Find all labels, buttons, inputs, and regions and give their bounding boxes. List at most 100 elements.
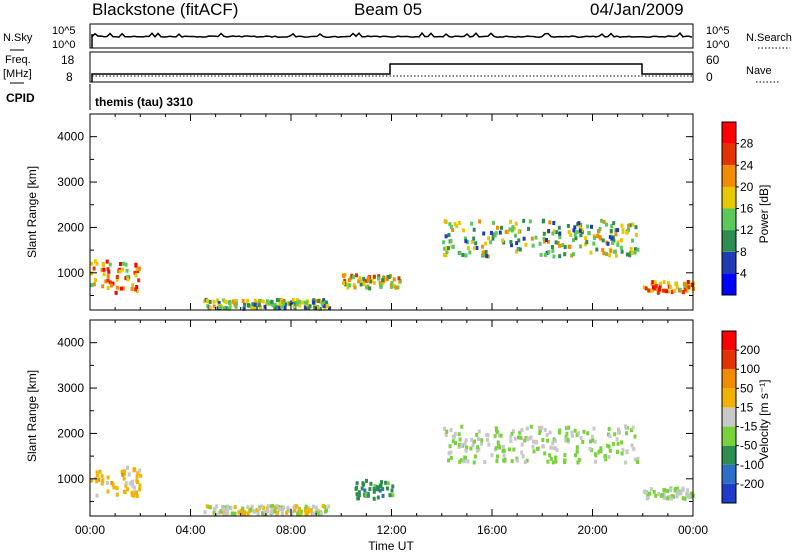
heatmap-cell [605,252,609,257]
heatmap-cell [251,302,255,307]
heatmap-cell [203,510,207,515]
heatmap-cell [654,493,658,498]
heatmap-cell [253,298,257,303]
nsky-panel-frame [89,23,694,49]
heatmap-cell [442,240,446,245]
heatmap-cell [545,251,549,255]
heatmap-cell [138,483,142,488]
heatmap-cell [569,233,573,238]
heatmap-cell [135,474,139,479]
heatmap-cell [515,458,519,463]
heatmap-cell [610,236,614,241]
heatmap-cell [688,282,692,287]
colorbar-swatch [722,273,736,295]
heatmap-cell [470,239,474,244]
heatmap-cell [122,261,125,266]
heatmap-cell [138,266,141,271]
heatmap-cell [631,238,634,243]
heatmap-cell [205,299,209,303]
heatmap-cell [542,231,546,236]
heatmap-cell [368,487,372,492]
heatmap-cell [554,438,557,443]
heatmap-cell [685,289,689,294]
heatmap-cell [97,477,101,482]
heatmap-cell [366,278,370,283]
heatmap-cell [234,304,238,309]
heatmap-cell [98,469,102,474]
heatmap-cell [394,285,398,290]
heatmap-cell [346,282,350,287]
heatmap-cell [230,511,234,516]
colorbar-swatch [722,208,736,231]
heatmap-cell [449,239,453,243]
heatmap-cell [106,475,110,480]
heatmap-cell [379,283,383,288]
heatmap-cell [576,460,580,465]
heatmap-cell [464,239,468,244]
heatmap-cell [451,228,455,232]
nave-label: Nave [746,65,772,77]
heatmap-cell [100,474,104,479]
heatmap-cell [512,429,515,434]
heatmap-cell [317,299,321,303]
heatmap-cell [457,432,461,437]
colorbar-tick-label: 28 [740,137,754,151]
heatmap-cell [496,225,499,230]
heatmap-cell [509,240,513,244]
heatmap-cell [259,305,263,310]
heatmap-cell [563,458,567,463]
heatmap-cell [250,504,254,509]
heatmap-cell [447,246,450,251]
heatmap-cell [616,228,620,233]
colorbar-tick-label: 8 [740,245,747,259]
heatmap-cell [208,299,212,304]
heatmap-cell [293,508,297,513]
heatmap-cell [547,229,551,233]
heatmap-cell [494,231,498,236]
heatmap-cell [634,225,638,230]
heatmap-cell [361,481,365,486]
power-colorbar-label: Power [dB] [757,185,771,244]
heatmap-cell [540,425,544,430]
heatmap-cell [616,450,619,454]
heatmap-cell [666,289,670,294]
heatmap-cell [549,445,553,450]
heatmap-cell [115,486,119,491]
heatmap-cell [565,431,569,436]
heatmap-cell [266,508,270,513]
heatmap-cell [552,221,556,225]
heatmap-cell [683,281,687,286]
heatmap-cell [265,506,269,511]
colorbar-tick-label: 12 [740,223,754,237]
heatmap-cell [363,492,367,497]
heatmap-cell [377,487,381,492]
heatmap-cell [288,301,292,306]
heatmap-cell [509,219,513,224]
heatmap-cell [554,455,558,460]
heatmap-cell [124,483,128,488]
heatmap-cell [683,496,687,501]
heatmap-cell [558,243,562,248]
heatmap-cell [233,511,237,516]
heatmap-cell [510,431,514,436]
colorbar-swatch [722,143,736,166]
heatmap-cell [544,252,547,257]
heatmap-cell [513,233,517,238]
heatmap-cell [580,230,584,235]
heatmap-cell [598,235,602,240]
heatmap-cell [511,225,515,230]
heatmap-cell [225,504,229,509]
heatmap-cell [278,305,282,310]
heatmap-cell [541,444,545,449]
colorbar-tick-label: 4 [740,266,747,280]
freq-trace [91,63,693,82]
heatmap-cell [528,219,532,224]
heatmap-cell [575,449,579,454]
heatmap-cell [357,279,361,284]
heatmap-cell [134,273,138,278]
colorbar-swatch [722,388,736,408]
heatmap-cell [645,489,648,494]
heatmap-cell [319,299,323,304]
heatmap-cell [493,434,497,439]
